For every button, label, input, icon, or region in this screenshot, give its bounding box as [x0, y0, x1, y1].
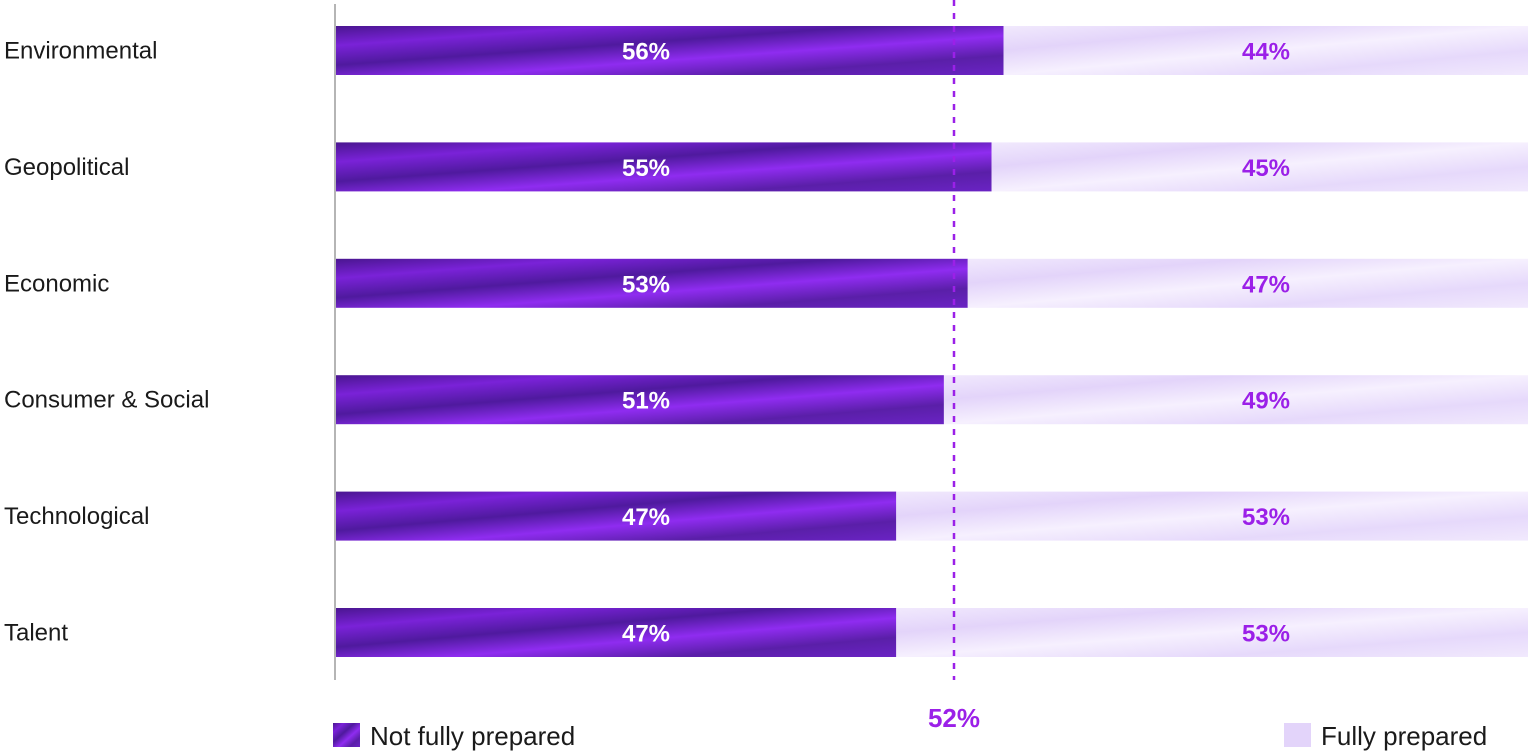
- value-label-fully-prepared: 45%: [1242, 155, 1290, 182]
- bar-fully-prepared: [896, 608, 1528, 657]
- category-label: Environmental: [4, 38, 157, 65]
- bar-fully-prepared: [991, 142, 1528, 192]
- bar-not-fully-prepared: [336, 258, 968, 308]
- bar-not-fully-prepared: [336, 491, 897, 541]
- bar-fully-prepared: [967, 258, 1528, 308]
- value-label-not-fully-prepared: 55%: [622, 155, 670, 182]
- bar-fully-prepared: [1003, 26, 1528, 75]
- bar-fully-prepared: [896, 491, 1528, 541]
- bar-fully-prepared: [943, 375, 1528, 425]
- bar-not-fully-prepared: [336, 142, 992, 192]
- value-label-fully-prepared: 53%: [1242, 504, 1290, 531]
- legend-label-not-fully-prepared: Not fully prepared: [370, 721, 575, 751]
- bar-not-fully-prepared: [336, 26, 1004, 75]
- value-label-fully-prepared: 44%: [1242, 39, 1290, 66]
- value-label-not-fully-prepared: 47%: [622, 621, 670, 648]
- value-label-not-fully-prepared: 51%: [622, 388, 670, 415]
- value-label-not-fully-prepared: 56%: [622, 39, 670, 66]
- value-label-not-fully-prepared: 47%: [622, 504, 670, 531]
- bar-not-fully-prepared: [336, 608, 897, 657]
- category-label: Consumer & Social: [4, 387, 209, 414]
- legend-swatch-fully-prepared: [1284, 723, 1311, 747]
- category-label: Talent: [4, 620, 68, 647]
- reference-line-label: 52%: [928, 703, 980, 733]
- legend-label-fully-prepared: Fully prepared: [1321, 721, 1487, 751]
- value-label-fully-prepared: 53%: [1242, 621, 1290, 648]
- category-label: Geopolitical: [4, 154, 129, 181]
- value-label-fully-prepared: 47%: [1242, 271, 1290, 298]
- bar-not-fully-prepared: [336, 375, 944, 425]
- category-label: Economic: [4, 270, 109, 297]
- legend-swatch-not-fully-prepared: [333, 723, 360, 747]
- value-label-not-fully-prepared: 53%: [622, 271, 670, 298]
- category-label: Technological: [4, 503, 149, 530]
- value-label-fully-prepared: 49%: [1242, 388, 1290, 415]
